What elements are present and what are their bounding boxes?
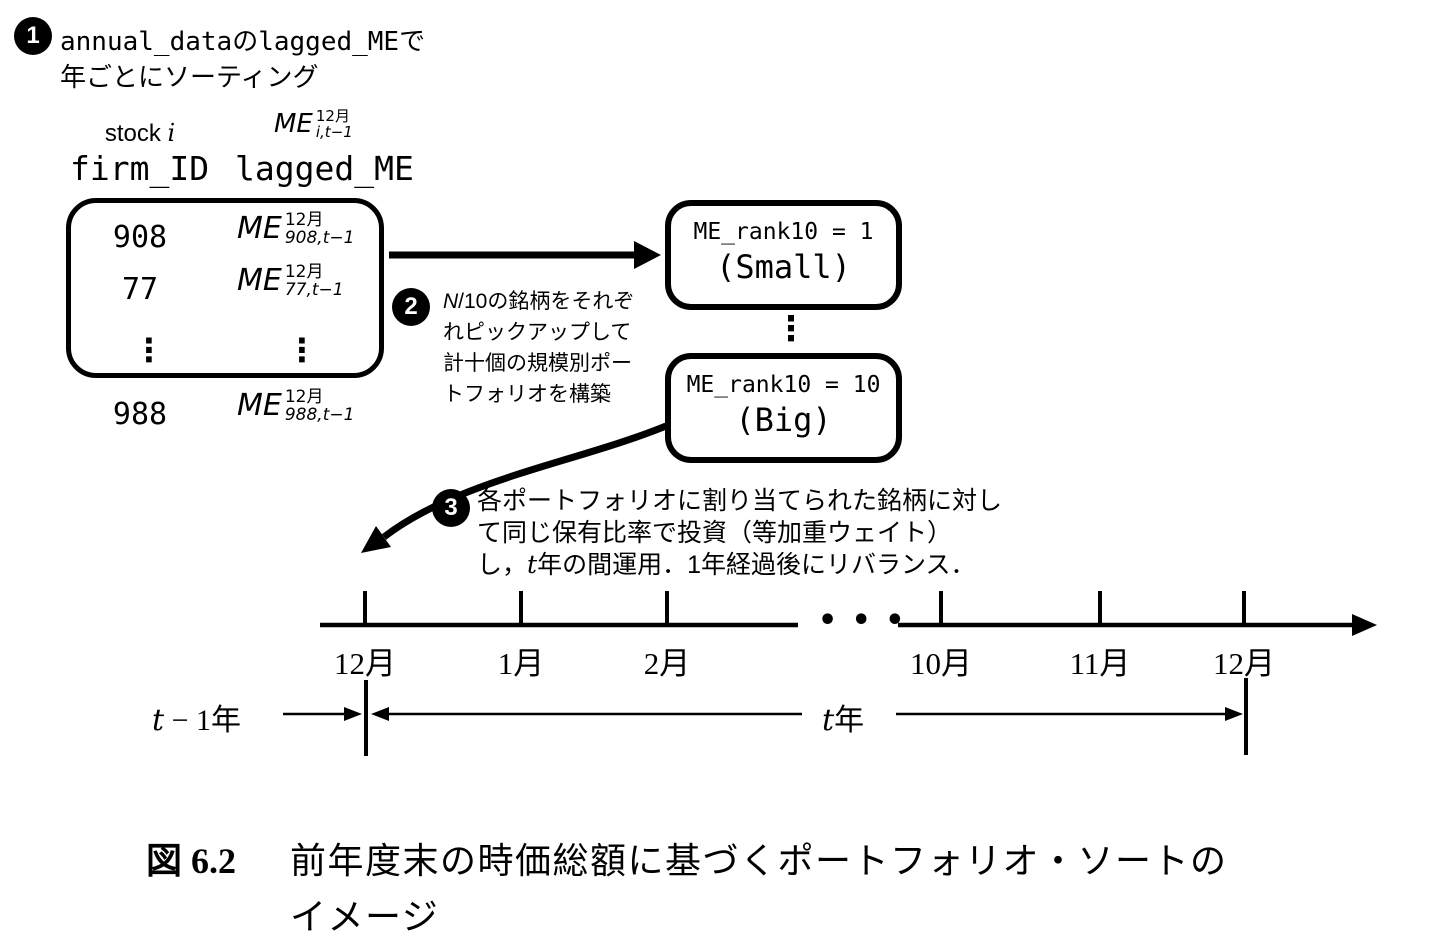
step1-line1: annual_dataのlagged_MEで [60,21,425,58]
timeline-axis [320,614,1377,636]
table-row-me-formula: ME 12月 77,t−1 [237,262,344,300]
month-label-nov: 11月 [1069,646,1131,681]
stock-index-var: i [167,119,176,147]
month-label-oct: 10月 [910,646,972,681]
step3-text: 各ポートフォリオに割り当てられた銘柄に対し て同じ保有比率で投資（等加重ウェイト… [477,486,1037,582]
small-portfolio-name: (Small) [716,248,851,286]
me-superscript: 12月 [315,107,350,125]
prev-year-label: t − 1年 [152,695,241,739]
curved-arrow [361,422,668,553]
stock-word: stock [104,120,161,147]
column-name-firm-id: firm_ID [70,149,210,188]
month-label-dec-prev: 12月 [334,646,396,681]
prev-year-span-arrow [283,707,362,721]
flow-arrow [389,241,661,269]
step1-particle2: で [399,26,426,56]
me-subscript: 988,t−1 [284,404,355,425]
big-portfolio-name: (Big) [735,401,832,439]
year-divider-bars [364,678,1248,756]
table-row-me-formula: ME 12月 988,t−1 [237,387,355,425]
step1-code-annual-data: annual_data [60,27,233,57]
column-header-stock: stock i [60,119,220,148]
portfolio-box-small: ME_rank10 = 1 (Small) [665,200,902,310]
current-year-var: t [822,703,835,738]
step3-t-var: t [527,550,538,579]
step3-number: 3 [444,494,458,521]
caption-line1: 前年度末の時価総額に基づくポートフォリオ・ソートの [290,841,1228,881]
sorted-stocks-box [66,198,384,378]
column-header-me-formula: ME 12月 i,t−1 [274,107,353,141]
month-label-jan: 1月 [497,646,545,681]
step2-text: N/10の銘柄をそれぞ れピックアップして 計十個の規模別ポー トフォリオを構築 [443,286,653,410]
vertical-ellipsis: ⋮ [286,331,318,369]
timeline-ellipsis: • • • [818,603,907,638]
step2-n-var: N [443,290,459,313]
step3-line3b: 年の間運用．1年経過後にリバランス． [537,551,976,579]
prev-year-var: t [152,703,165,738]
table-row-id: 988 [112,397,168,432]
big-portfolio-label: ME_rank10 = 10 [686,372,881,398]
current-year-rest: 年 [834,704,865,737]
step1-code-lagged-me: lagged_ME [258,27,400,57]
current-year-label: t年 [822,695,864,739]
step2-line2: れピックアップして [443,321,632,344]
step3-line1: 各ポートフォリオに割り当てられた銘柄に対し [477,487,1003,515]
step1-number: 1 [26,22,40,49]
step2-badge: 2 [392,288,430,326]
prev-year-rest: − 1年 [164,704,241,737]
me-superscript: 12月 [284,387,324,407]
step3-line2: て同じ保有比率で投資（等加重ウェイト） [477,518,953,547]
portfolio-box-big: ME_rank10 = 10 (Big) [665,353,902,463]
step2-number: 2 [404,293,418,320]
vertical-ellipsis: ⋮ [774,309,808,349]
month-label-dec: 12月 [1213,646,1275,681]
me-superscript: 12月 [284,210,324,230]
vertical-ellipsis: ⋮ [133,331,165,369]
column-name-lagged-me: lagged_ME [235,149,414,188]
table-row-id: 908 [112,220,168,255]
step2-line4: トフォリオを構築 [443,383,611,406]
month-label-feb: 2月 [643,646,691,681]
step1-particle1: の [232,26,259,56]
me-symbol: ME [274,109,313,139]
me-symbol: ME [237,388,282,423]
step1-badge: 1 [14,17,52,55]
small-portfolio-label: ME_rank10 = 1 [693,219,874,245]
step2-line3: 計十個の規模別ポー [443,352,632,375]
step2-line1: /10の銘柄をそれぞ [458,290,635,313]
step1-line2: 年ごとにソーティング [60,62,319,92]
timeline-ticks [363,591,1246,627]
me-symbol: ME [237,211,282,246]
current-year-span-arrow [371,707,1243,721]
step3-line3a: し， [477,551,528,579]
table-row-id: 77 [121,272,159,307]
me-superscript: 12月 [284,262,324,282]
me-subscript: 77,t−1 [284,279,344,300]
me-subscript: 908,t−1 [284,227,355,248]
table-row-me-formula: ME 12月 908,t−1 [237,210,355,248]
caption-line2: イメージ [290,897,440,937]
figure-number: 図 6.2 [146,841,237,881]
me-symbol: ME [237,263,282,298]
step3-badge: 3 [432,489,470,527]
me-subscript: i,t−1 [315,122,353,141]
